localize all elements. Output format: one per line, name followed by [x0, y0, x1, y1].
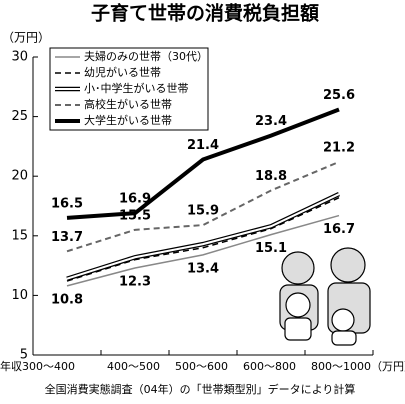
- legend: 夫婦のみの世帯（30代） 幼児がいる世帯小･中学生がいる世帯高校生がいる世帯大学生…: [49, 47, 209, 131]
- data-label: 10.8: [51, 292, 83, 307]
- legend-label: 高校生がいる世帯: [84, 97, 172, 111]
- x-tick-label: 600～800: [243, 360, 296, 373]
- data-label: 16.7: [323, 222, 355, 237]
- footnote: 全国消費実態調査（04年）の「世帯類型別」データにより計算: [45, 382, 356, 396]
- data-label: 16.5: [51, 196, 83, 211]
- family-illustration: [279, 247, 371, 346]
- chart-title: 子育て世帯の消費税負担額: [91, 2, 319, 25]
- x-tick-label: 800～1000（万円）: [311, 360, 405, 373]
- series-line: [66, 214, 340, 287]
- y-axis-label: （万円）: [2, 31, 50, 45]
- series-line: [66, 160, 340, 253]
- data-label: 16.9: [119, 192, 151, 207]
- data-label: 21.4: [187, 138, 219, 153]
- x-tick-label: 年収300～400: [0, 359, 75, 373]
- data-label: 18.8: [255, 169, 287, 184]
- data-label: 13.7: [51, 230, 83, 245]
- series-line: [66, 196, 340, 282]
- data-label: 13.4: [187, 261, 219, 276]
- data-label: 12.3: [119, 274, 151, 289]
- y-tick-label: 15: [11, 228, 28, 243]
- data-label: 25.6: [323, 88, 355, 103]
- y-tick-label: 20: [11, 169, 28, 184]
- series-line: [66, 193, 340, 280]
- x-tick-label: 400～500: [107, 360, 160, 373]
- x-tick-label: 500～600: [175, 360, 228, 373]
- y-tick-label: 30: [11, 50, 28, 65]
- legend-label: 幼児がいる世帯: [84, 65, 161, 79]
- y-tick-label: 25: [11, 109, 28, 124]
- legend-label: 大学生がいる世帯: [84, 113, 172, 127]
- y-tick-label: 5: [20, 348, 28, 363]
- data-label: 15.9: [187, 204, 219, 219]
- data-label: 21.2: [323, 140, 355, 155]
- legend-label: 小･中学生がいる世帯: [84, 81, 189, 95]
- series-line: [66, 107, 340, 220]
- data-label: 15.1: [255, 241, 287, 256]
- legend-label: 夫婦のみの世帯（30代）: [84, 49, 208, 63]
- data-label: 23.4: [255, 114, 287, 129]
- y-tick-label: 10: [11, 288, 28, 303]
